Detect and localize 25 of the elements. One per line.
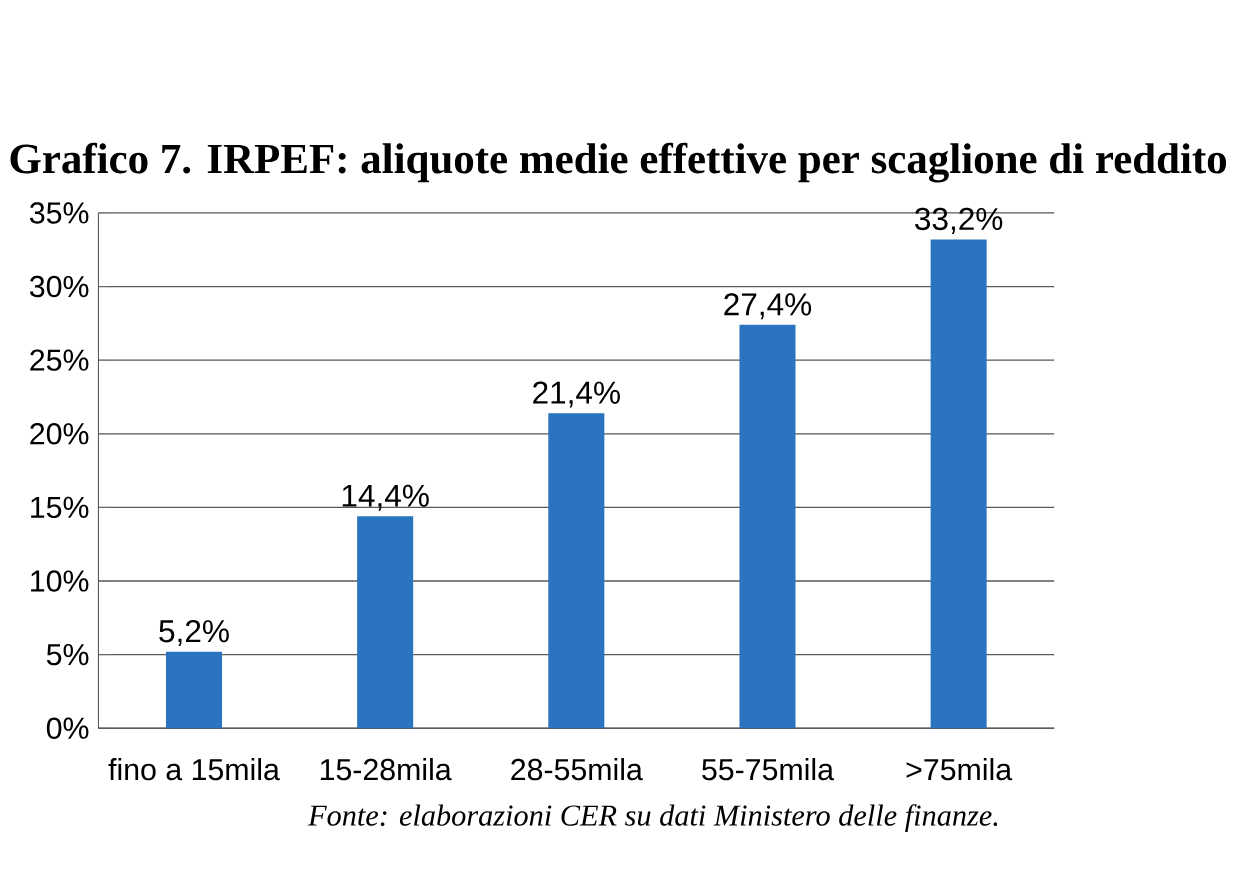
chart-title: Grafico 7. IRPEF: aliquote medie effettive per scaglione di reddito (10, 142, 1227, 183)
y-tick-label: 10% (31, 570, 89, 592)
y-tick-label: 20% (30, 423, 89, 445)
y-tick-label: 5% (46, 644, 89, 666)
data-label: 33,2% (915, 207, 1003, 234)
x-tick-label: 28-55mila (511, 758, 643, 781)
y-tick-label: 35% (29, 202, 89, 224)
x-tick-label: >75mila (906, 758, 1013, 781)
data-label: 5,2% (159, 620, 229, 647)
y-tick-label: 25% (30, 349, 89, 371)
bar (930, 239, 987, 729)
bar (739, 324, 796, 729)
y-tick-label: 0% (46, 717, 89, 740)
bar (165, 651, 223, 729)
data-label: 14,4% (342, 484, 429, 511)
x-tick-label: 15-28mila (320, 758, 452, 781)
x-tick-label: fino a 15mila (108, 758, 280, 781)
x-tick-label: 55-75mila (702, 758, 834, 781)
data-label: 27,4% (724, 293, 812, 320)
bar (548, 413, 605, 729)
y-tick-label: 15% (31, 496, 89, 519)
source-note: Fonte: elaborazioni CER su dati Ministero delle finanze. (307, 804, 998, 833)
data-label: 21,4% (533, 381, 620, 408)
bar (357, 516, 414, 729)
y-tick-label: 30% (29, 275, 89, 298)
